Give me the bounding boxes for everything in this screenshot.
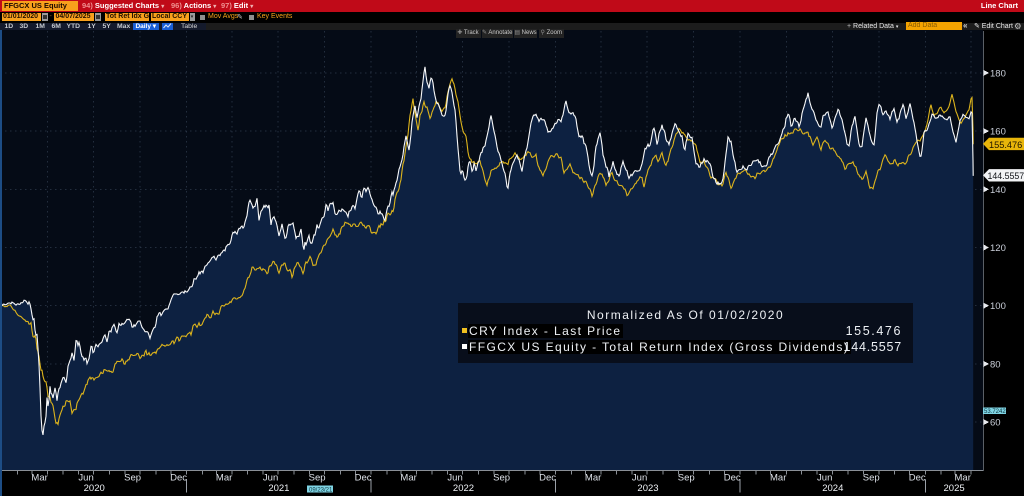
- svg-text:60: 60: [990, 418, 1001, 429]
- svg-text:Jun: Jun: [817, 473, 832, 484]
- svg-text:2023: 2023: [637, 483, 658, 494]
- svg-text:Jun: Jun: [632, 473, 647, 484]
- svg-text:160: 160: [990, 127, 1006, 138]
- svg-text:Dec: Dec: [355, 473, 372, 484]
- svg-text:53.7242: 53.7242: [984, 409, 1006, 415]
- svg-text:Mar: Mar: [31, 473, 47, 484]
- svg-text:Sep: Sep: [678, 473, 695, 484]
- svg-text:155.476: 155.476: [989, 140, 1022, 150]
- svg-text:120: 120: [990, 243, 1006, 254]
- svg-text:80: 80: [990, 359, 1001, 370]
- svg-text:Mar: Mar: [585, 473, 601, 484]
- svg-text:Mar: Mar: [400, 473, 416, 484]
- svg-text:Dec: Dec: [539, 473, 556, 484]
- svg-text:Sep: Sep: [124, 473, 141, 484]
- svg-text:144.5557: 144.5557: [988, 171, 1024, 181]
- svg-text:Jun: Jun: [263, 473, 278, 484]
- svg-text:Sep: Sep: [309, 473, 326, 484]
- svg-text:Dec: Dec: [170, 473, 187, 484]
- svg-text:2021: 2021: [268, 483, 289, 494]
- svg-text:100: 100: [990, 301, 1006, 312]
- svg-text:Sep: Sep: [863, 473, 880, 484]
- svg-text:Mar: Mar: [770, 473, 786, 484]
- svg-text:09/23/21: 09/23/21: [309, 488, 333, 494]
- svg-text:Dec: Dec: [909, 473, 926, 484]
- svg-text:2022: 2022: [453, 483, 474, 494]
- svg-text:Jun: Jun: [447, 473, 462, 484]
- svg-text:Mar: Mar: [216, 473, 232, 484]
- svg-text:Mar: Mar: [955, 473, 971, 484]
- svg-text:Jun: Jun: [78, 473, 93, 484]
- svg-text:Sep: Sep: [493, 473, 510, 484]
- svg-text:180: 180: [990, 68, 1006, 79]
- svg-text:Dec: Dec: [724, 473, 741, 484]
- svg-text:2024: 2024: [822, 483, 843, 494]
- svg-text:2020: 2020: [84, 483, 105, 494]
- svg-text:2025: 2025: [944, 483, 965, 494]
- svg-text:140: 140: [990, 185, 1006, 196]
